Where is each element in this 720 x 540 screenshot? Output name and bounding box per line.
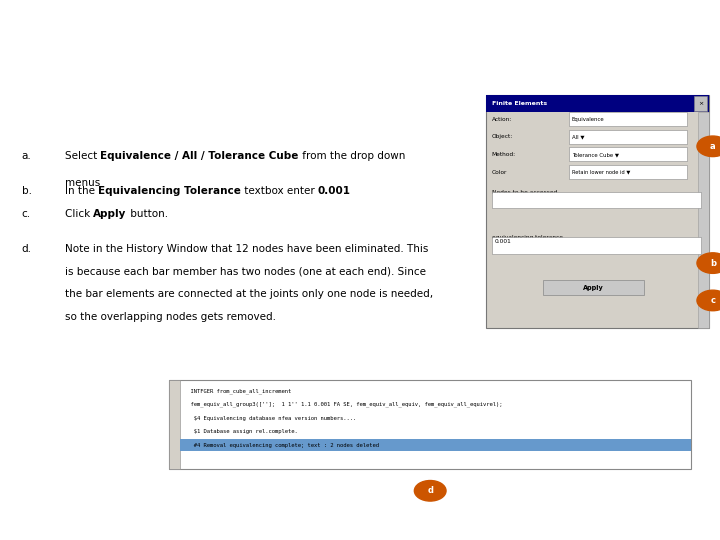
- Text: Method:: Method:: [492, 152, 516, 157]
- Text: 15: 15: [616, 518, 626, 528]
- Text: b.: b.: [22, 186, 32, 196]
- Text: fem_equiv_all_group3([''];  1 1'' 1.1 0.001 FA SE, fem_equiv_all_equiv, fem_equi: fem_equiv_all_group3(['']; 1 1'' 1.1 0.0…: [184, 402, 502, 407]
- FancyBboxPatch shape: [543, 280, 644, 295]
- Text: Action:: Action:: [492, 117, 512, 122]
- Text: c.: c.: [22, 210, 31, 219]
- Text: d: d: [427, 487, 433, 495]
- Text: b: b: [710, 259, 716, 268]
- FancyBboxPatch shape: [569, 147, 687, 161]
- Text: a: a: [710, 142, 716, 151]
- Text: 0.001: 0.001: [318, 186, 351, 196]
- Circle shape: [415, 481, 446, 501]
- Text: $1 Database assign rel.complete.: $1 Database assign rel.complete.: [184, 429, 297, 434]
- Text: Click: Click: [65, 210, 94, 219]
- FancyBboxPatch shape: [492, 238, 701, 254]
- Text: ×: ×: [698, 101, 703, 106]
- FancyBboxPatch shape: [694, 96, 707, 111]
- Text: Nodes to be accessed: Nodes to be accessed: [492, 190, 557, 194]
- Text: Finite Elements: Finite Elements: [492, 101, 547, 106]
- Circle shape: [697, 290, 720, 310]
- Text: Equivalencing the Nodes with Tolerance Cube: Equivalencing the Nodes with Tolerance C…: [7, 12, 398, 27]
- FancyBboxPatch shape: [569, 130, 687, 144]
- FancyBboxPatch shape: [169, 380, 180, 469]
- FancyBboxPatch shape: [569, 165, 687, 179]
- Text: Equivalence / All / Tolerance Cube: Equivalence / All / Tolerance Cube: [100, 151, 299, 161]
- Circle shape: [697, 136, 720, 157]
- Text: menus: menus: [65, 178, 100, 188]
- Text: equivalencing tolerance: equivalencing tolerance: [492, 235, 563, 240]
- Text: button.: button.: [127, 210, 168, 219]
- Text: Equivalencing Tolerance: Equivalencing Tolerance: [98, 186, 241, 196]
- Text: simulating: simulating: [9, 518, 55, 528]
- Text: the bar elements are connected at the joints only one node is needed,: the bar elements are connected at the jo…: [65, 289, 433, 299]
- Text: All ▼: All ▼: [572, 134, 585, 139]
- Text: d.: d.: [22, 245, 32, 254]
- Text: INTFGER from_cube_all_increment: INTFGER from_cube_all_increment: [184, 388, 291, 394]
- FancyBboxPatch shape: [486, 95, 709, 328]
- Text: Apply: Apply: [94, 210, 127, 219]
- FancyBboxPatch shape: [569, 112, 687, 126]
- Text: Tolerance Cube ▼: Tolerance Cube ▼: [572, 152, 618, 157]
- Text: Software: Software: [690, 518, 720, 528]
- Text: $4 Equivalencing database nfea version numbers....: $4 Equivalencing database nfea version n…: [184, 416, 356, 421]
- FancyBboxPatch shape: [169, 380, 691, 469]
- Text: textbox enter: textbox enter: [241, 186, 318, 196]
- Text: Object:: Object:: [492, 134, 513, 139]
- Text: Select: Select: [65, 151, 100, 161]
- Text: a.: a.: [22, 151, 32, 161]
- Text: Equivalence: Equivalence: [572, 117, 604, 122]
- Text: from the drop down: from the drop down: [299, 151, 405, 161]
- FancyBboxPatch shape: [486, 95, 709, 112]
- Text: #4 Removal equivalencing complete; text : 2 nodes deleted: #4 Removal equivalencing complete; text …: [184, 443, 379, 448]
- FancyBboxPatch shape: [698, 112, 709, 328]
- Text: REALITY™: REALITY™: [47, 521, 74, 525]
- FancyBboxPatch shape: [180, 438, 691, 451]
- Text: Color: Color: [492, 170, 507, 174]
- Circle shape: [697, 253, 720, 273]
- FancyBboxPatch shape: [492, 192, 701, 208]
- Text: MSC: MSC: [662, 518, 683, 528]
- Text: Retain lower node id ▼: Retain lower node id ▼: [572, 170, 630, 174]
- Text: so the overlapping nodes gets removed.: so the overlapping nodes gets removed.: [65, 312, 276, 322]
- Text: In the: In the: [65, 186, 98, 196]
- Text: c: c: [711, 296, 715, 305]
- Text: Note in the History Window that 12 nodes have been eliminated. This: Note in the History Window that 12 nodes…: [65, 245, 428, 254]
- Text: 0.001: 0.001: [495, 239, 511, 244]
- Text: Apply: Apply: [583, 285, 603, 291]
- Text: is because each bar member has two nodes (one at each end). Since: is because each bar member has two nodes…: [65, 267, 426, 277]
